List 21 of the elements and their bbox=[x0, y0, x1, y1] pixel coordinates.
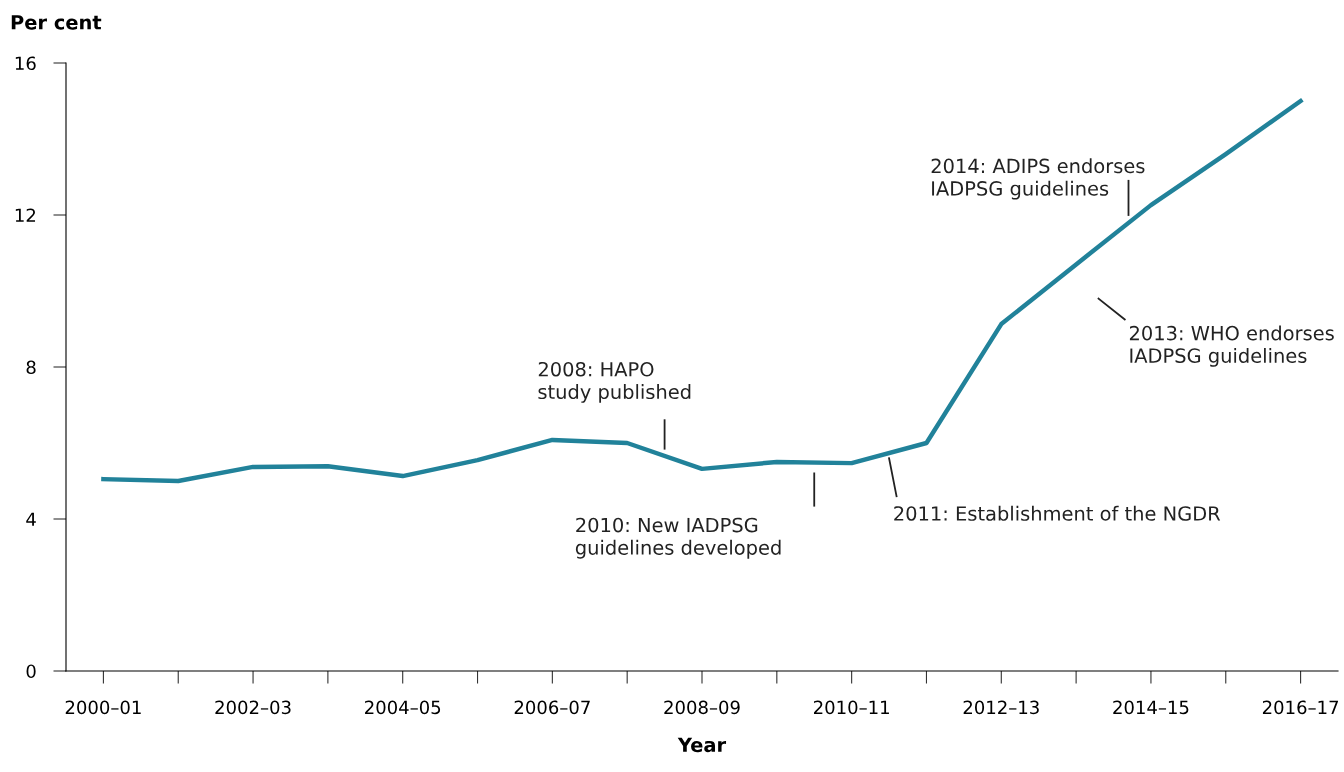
x-axis-title: Year bbox=[677, 737, 727, 753]
x-tick-label: 2000–01 bbox=[65, 700, 141, 715]
x-tick-label: 2008–09 bbox=[664, 700, 740, 715]
y-tick-label: 4 bbox=[26, 512, 36, 526]
x-tick-label: 2004–05 bbox=[365, 700, 441, 715]
x-tick-label: 2010–11 bbox=[813, 700, 889, 715]
y-tick-label: 12 bbox=[15, 208, 36, 222]
y-tick-label: 8 bbox=[26, 360, 36, 375]
x-tick-label: 2002–03 bbox=[215, 700, 291, 715]
x-tick-label: 2016–17 bbox=[1262, 700, 1339, 715]
y-tick-label: 16 bbox=[15, 56, 36, 71]
annotation: 2008: HAPO study published bbox=[538, 361, 691, 403]
annotation: 2011: Establishment of the NGDR bbox=[894, 505, 1221, 521]
y-tick-label: 0 bbox=[26, 664, 36, 679]
x-tick-label: 2012–13 bbox=[963, 700, 1039, 715]
annotation: 2014: ADIPS endorses IADPSG guidelines bbox=[931, 158, 1145, 200]
y-axis-title: Per cent bbox=[11, 15, 102, 30]
annotation: 2010: New IADPSG guidelines developed bbox=[575, 517, 781, 559]
annotation: 2013: WHO endorses IADPSG guidelines bbox=[1129, 325, 1334, 367]
x-tick-label: 2014–15 bbox=[1113, 700, 1189, 715]
x-tick-label: 2006–07 bbox=[514, 700, 590, 715]
